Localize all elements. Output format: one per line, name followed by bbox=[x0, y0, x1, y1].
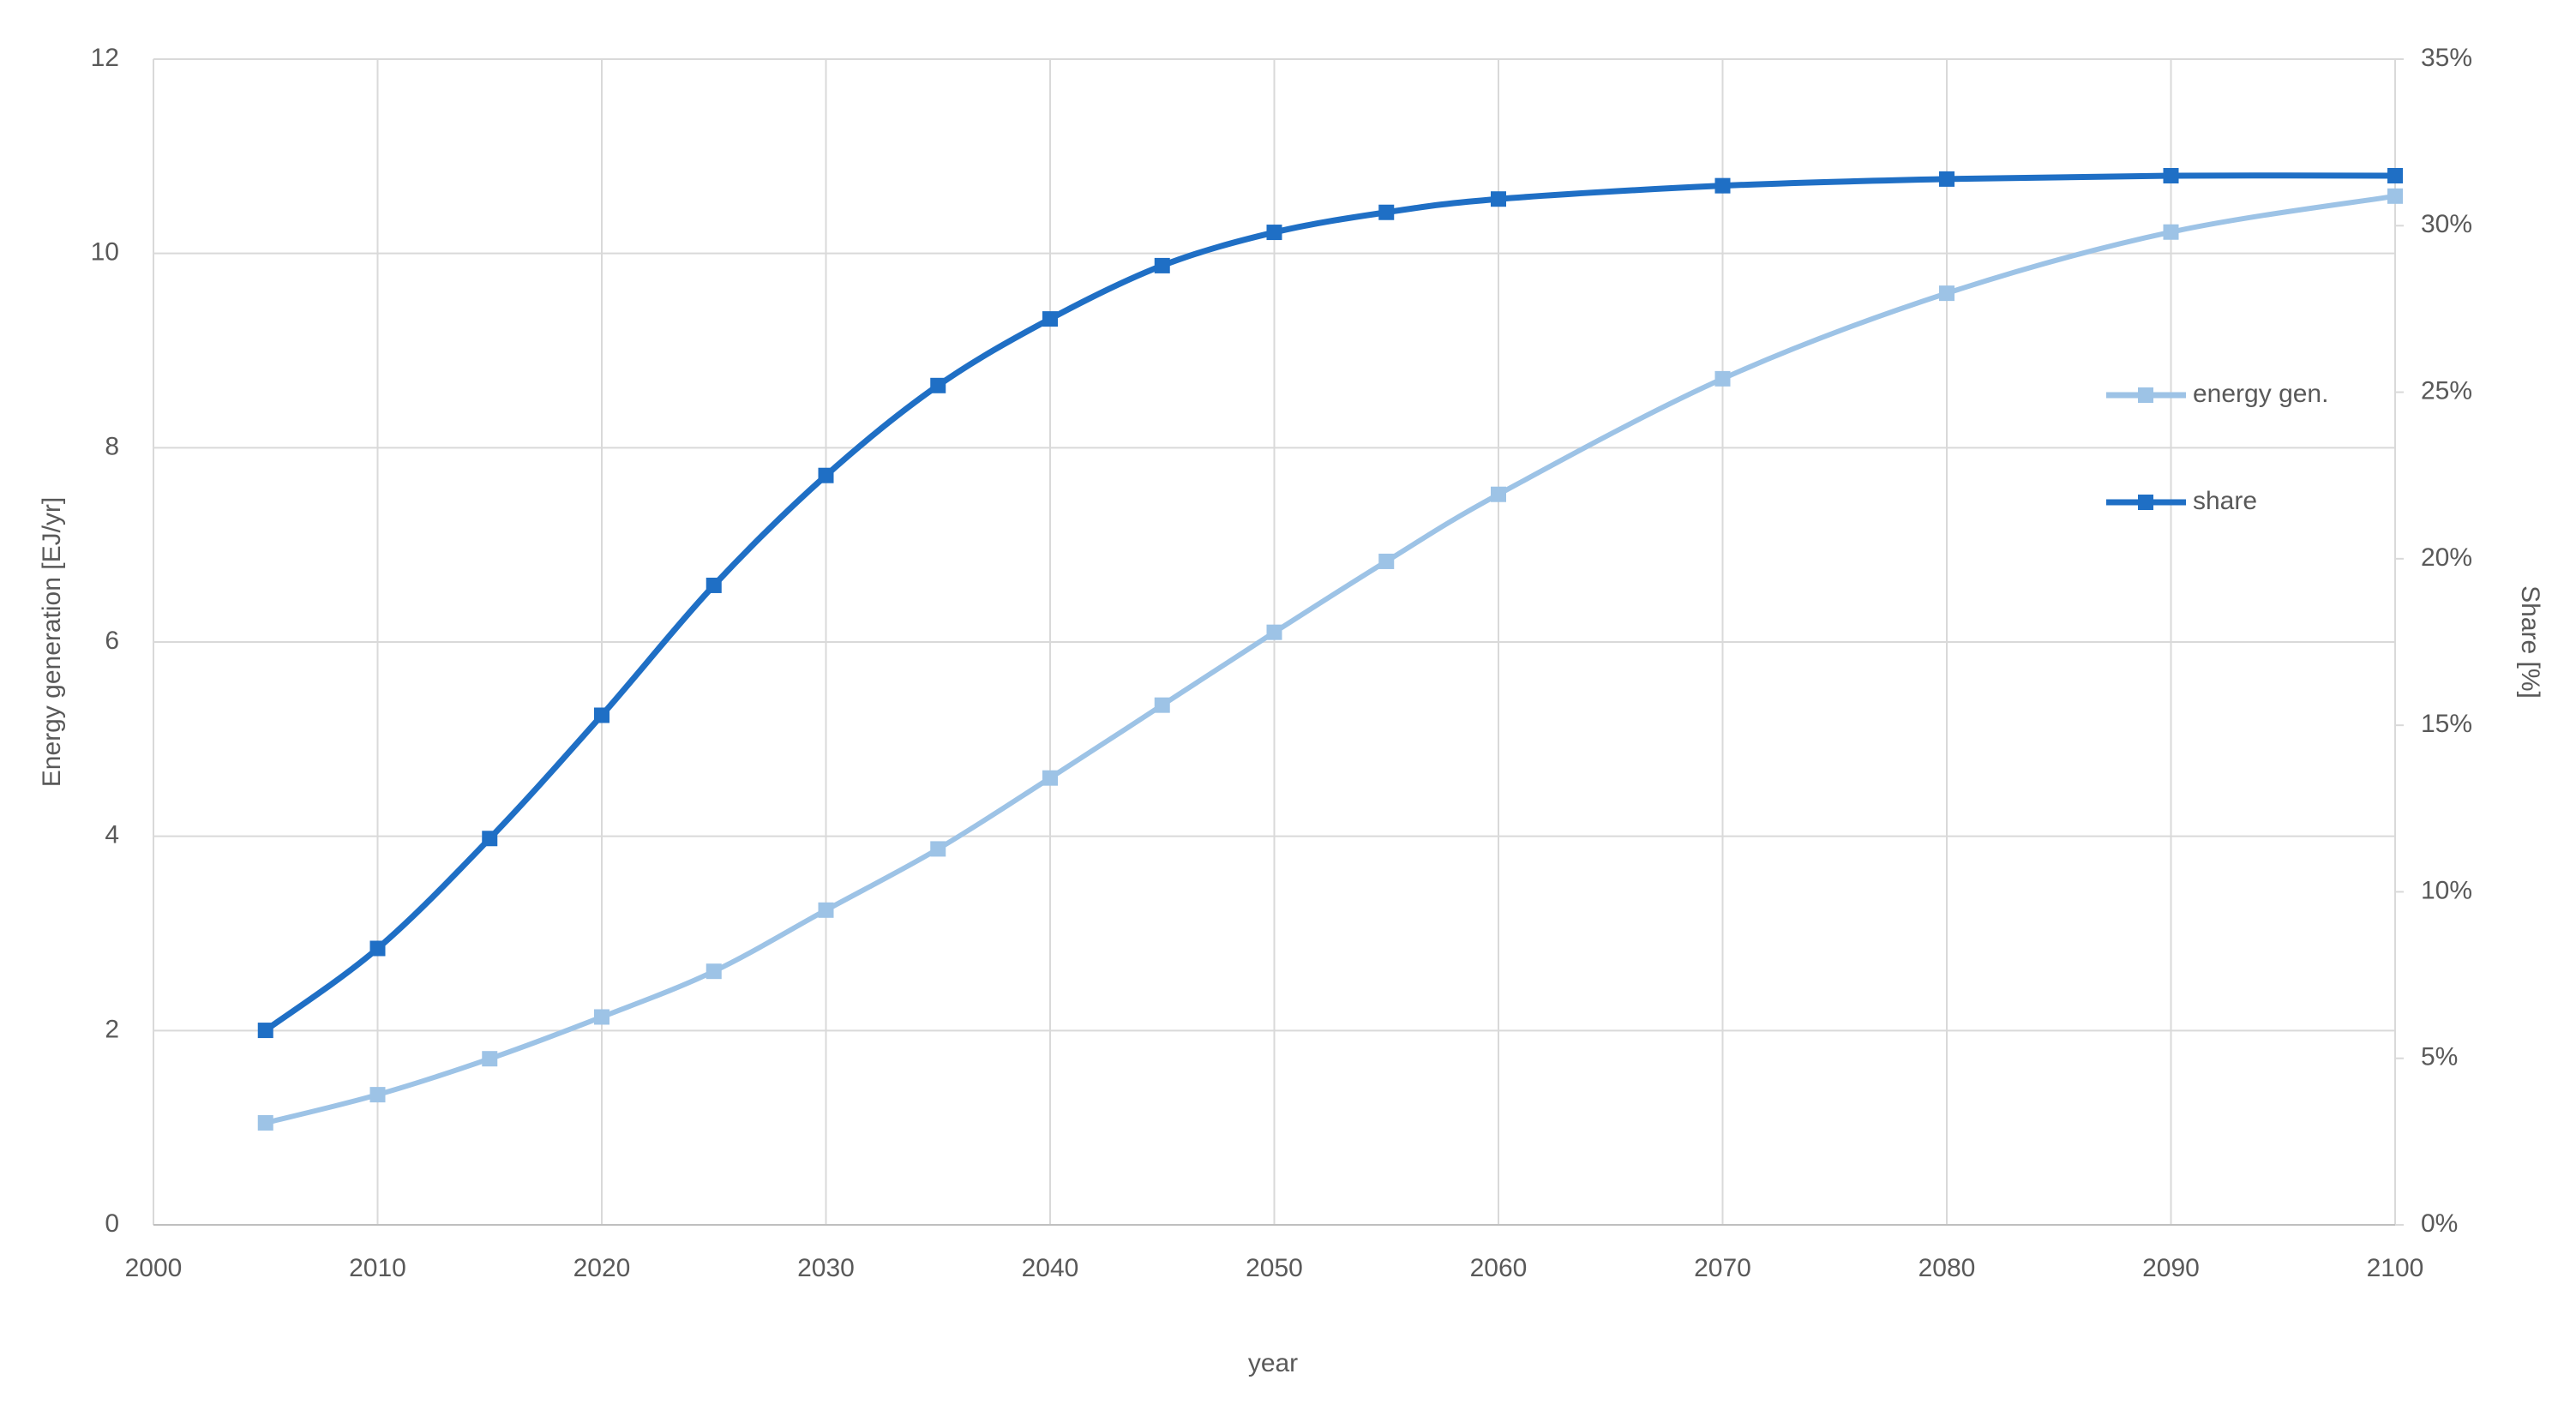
y-tick-label: 6 bbox=[105, 627, 119, 655]
y2-tick-label: 25% bbox=[2421, 376, 2472, 405]
marker bbox=[818, 467, 834, 483]
marker bbox=[2163, 224, 2179, 240]
marker bbox=[1266, 624, 1282, 640]
marker bbox=[1154, 257, 1170, 273]
x-tick-label: 2090 bbox=[2142, 1254, 2200, 1282]
marker bbox=[257, 1023, 273, 1039]
marker bbox=[1714, 177, 1731, 194]
marker bbox=[482, 1051, 498, 1067]
marker bbox=[369, 1087, 386, 1103]
marker bbox=[1491, 191, 1506, 207]
y2-tick-label: 35% bbox=[2421, 44, 2472, 72]
x-tick-label: 2100 bbox=[2367, 1254, 2424, 1282]
marker bbox=[1154, 697, 1170, 713]
legend-label: energy gen. bbox=[2193, 380, 2328, 408]
marker bbox=[1266, 225, 1282, 241]
y-tick-label: 10 bbox=[91, 238, 119, 267]
x-tick-label: 2030 bbox=[797, 1254, 855, 1282]
x-tick-label: 2020 bbox=[573, 1254, 631, 1282]
x-tick-label: 2010 bbox=[349, 1254, 406, 1282]
y2-tick-label: 10% bbox=[2421, 876, 2472, 904]
marker bbox=[706, 577, 722, 593]
series-line bbox=[263, 172, 2396, 1033]
legend-marker bbox=[2138, 387, 2153, 403]
y-tick-label: 8 bbox=[105, 432, 119, 460]
marker bbox=[594, 1009, 609, 1025]
y2-tick-label: 30% bbox=[2421, 210, 2472, 238]
marker bbox=[1939, 171, 1955, 187]
y-tick-label: 2 bbox=[105, 1015, 119, 1043]
x-axis-label: year bbox=[1248, 1349, 1298, 1377]
marker bbox=[369, 940, 386, 957]
marker bbox=[1714, 370, 1731, 387]
x-tick-label: 2040 bbox=[1022, 1254, 1079, 1282]
y2-tick-label: 20% bbox=[2421, 543, 2472, 572]
marker bbox=[1042, 311, 1058, 327]
y2-tick-label: 15% bbox=[2421, 710, 2472, 738]
x-tick-label: 2080 bbox=[1918, 1254, 1976, 1282]
legend-label: share bbox=[2193, 487, 2257, 515]
x-tick-label: 2070 bbox=[1694, 1254, 1751, 1282]
marker bbox=[1378, 553, 1395, 569]
marker bbox=[2163, 168, 2179, 183]
marker bbox=[1378, 204, 1395, 220]
marker bbox=[930, 377, 946, 393]
x-tick-label: 2050 bbox=[1246, 1254, 1303, 1282]
x-tick-label: 2060 bbox=[1470, 1254, 1528, 1282]
series-line bbox=[265, 193, 2396, 1125]
y-tick-label: 4 bbox=[105, 821, 119, 849]
y-tick-label: 0 bbox=[105, 1209, 119, 1238]
marker bbox=[1939, 285, 1955, 302]
marker bbox=[2387, 188, 2403, 204]
marker bbox=[594, 707, 609, 723]
marker bbox=[2387, 168, 2403, 183]
y-tick-label: 12 bbox=[91, 44, 119, 72]
y2-tick-label: 0% bbox=[2421, 1209, 2458, 1238]
legend-marker bbox=[2138, 495, 2153, 510]
marker bbox=[706, 963, 722, 980]
marker bbox=[482, 831, 498, 847]
marker bbox=[930, 841, 946, 857]
marker bbox=[1491, 486, 1506, 502]
y2-tick-label: 5% bbox=[2421, 1043, 2458, 1071]
marker bbox=[818, 902, 834, 918]
marker bbox=[257, 1115, 273, 1131]
y2-axis-label: Share [%] bbox=[2516, 585, 2544, 699]
marker bbox=[1042, 770, 1058, 786]
y-axis-label: Energy generation [EJ/yr] bbox=[38, 497, 66, 788]
x-tick-label: 2000 bbox=[125, 1254, 183, 1282]
